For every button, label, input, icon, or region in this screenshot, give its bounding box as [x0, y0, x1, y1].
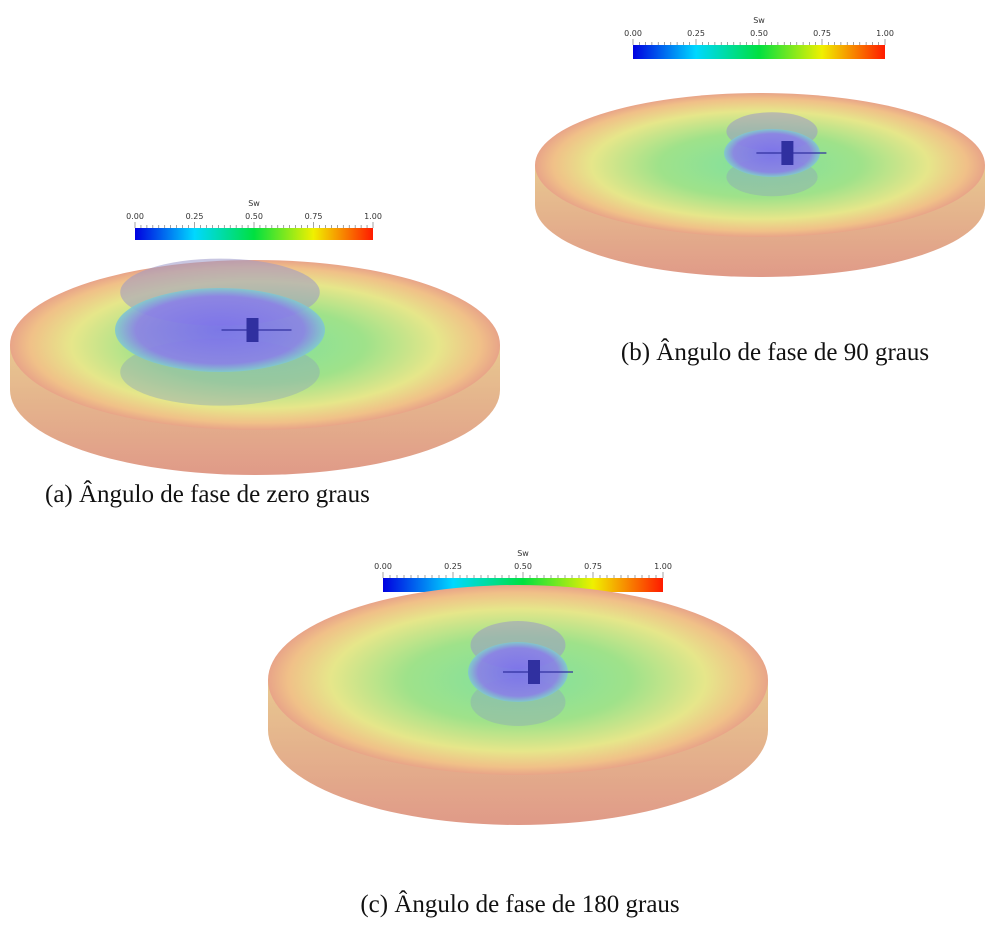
colorbar-tick-label: 0.75: [305, 212, 323, 221]
colorbar-title: Sw: [248, 199, 260, 208]
plume: [115, 288, 325, 372]
colorbar-title: Sw: [517, 549, 529, 558]
colorbar-tick-label: 1.00: [654, 562, 672, 571]
panel: Sw 0.00 0.25 0.50 0.75 1.00 (c) Ângulo de fase…: [268, 549, 768, 918]
caption: (b) Ângulo de fase de 90 graus: [621, 338, 929, 366]
panel: Sw 0.00 0.25 0.50 0.75 1.00 (b) Ângulo de fase…: [535, 16, 985, 366]
colorbar-tick-label: 0.00: [126, 212, 144, 221]
colorbar-tick-label: 0.25: [186, 212, 204, 221]
colorbar-tick-label: 0.50: [514, 562, 532, 571]
colorbar-tick-label: 1.00: [876, 29, 894, 38]
colorbar-tick-label: 0.00: [624, 29, 642, 38]
caption: (a) Ângulo de fase de zero graus: [45, 480, 370, 508]
colorbar-tick-label: 0.25: [444, 562, 462, 571]
colorbar-tick-label: 0.25: [687, 29, 705, 38]
panel: Sw 0.00 0.25 0.50 0.75 1.00 (a) Ângulo de fase…: [10, 199, 500, 508]
colorbar-tick-label: 0.50: [750, 29, 768, 38]
colorbar-tick-label: 0.00: [374, 562, 392, 571]
colorbar-tick-label: 1.00: [364, 212, 382, 221]
colorbar-title: Sw: [753, 16, 765, 25]
colorbar: [633, 45, 885, 59]
panels: Sw 0.00 0.25 0.50 0.75 1.00 (a) Ângulo de fase…: [10, 16, 985, 918]
colorbar-tick-label: 0.50: [245, 212, 263, 221]
caption: (c) Ângulo de fase de 180 graus: [360, 890, 679, 918]
figure: Sw 0.00 0.25 0.50 0.75 1.00 (a) Ângulo de fase…: [0, 0, 995, 930]
colorbar: [135, 228, 373, 240]
colorbar-tick-label: 0.75: [584, 562, 602, 571]
colorbar-tick-label: 0.75: [813, 29, 831, 38]
